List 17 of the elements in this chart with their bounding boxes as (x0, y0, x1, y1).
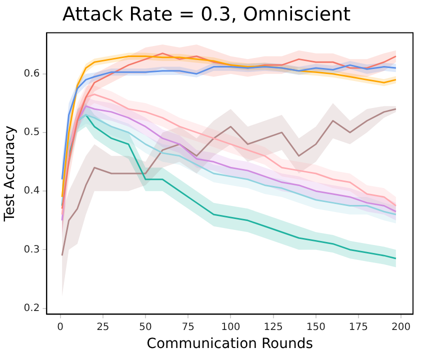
y-tick-label: 0.6 (24, 68, 40, 80)
y-tick-label: 0.4 (24, 186, 40, 197)
x-axis-title: Communication Rounds (146, 336, 314, 352)
x-tick-label: 175 (348, 322, 368, 333)
x-tick-label: 100 (221, 322, 240, 333)
y-tick-label: 0.3 (24, 244, 40, 256)
x-tick-label: 125 (264, 322, 283, 333)
x-tick-label: 0 (57, 322, 64, 333)
x-tick-label: 75 (182, 322, 194, 333)
y-axis-title: Test Accuracy (2, 126, 18, 222)
y-tick-label: 0.2 (24, 302, 40, 314)
chart-title: Attack Rate = 0.3, Omniscient (62, 3, 351, 26)
x-tick-label: 50 (139, 322, 152, 333)
x-tick-label: 200 (392, 322, 411, 333)
x-tick-label: 150 (306, 322, 326, 333)
x-tick-label: 25 (96, 322, 110, 333)
y-tick-label: 0.5 (24, 127, 40, 138)
